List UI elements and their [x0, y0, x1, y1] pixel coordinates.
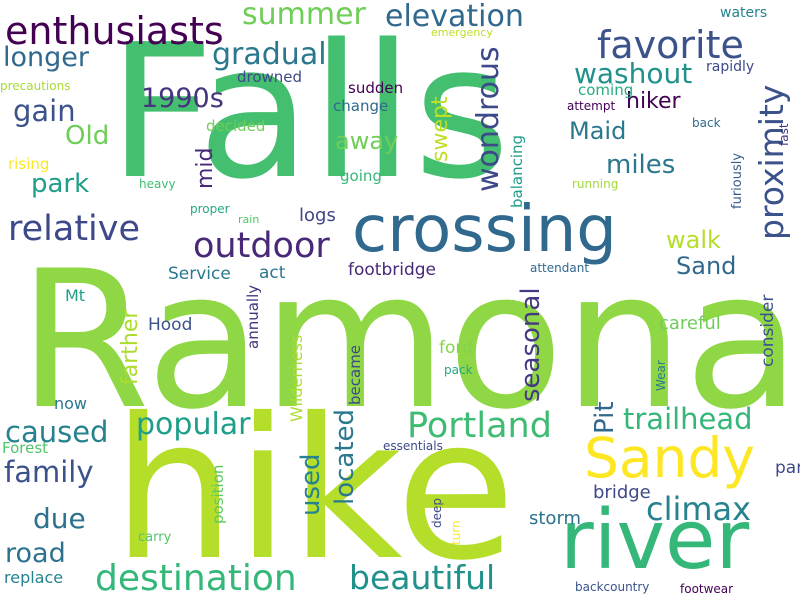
- word-wear: Wear: [654, 360, 668, 391]
- word-position: position: [209, 464, 227, 524]
- word-outdoor: outdoor: [193, 226, 330, 266]
- word-precautions: precautions: [0, 79, 71, 93]
- word-falls: Falls: [108, 4, 510, 220]
- word-maid: Maid: [569, 117, 627, 145]
- word-emergency: emergency: [431, 26, 493, 39]
- word-now: now: [54, 394, 88, 413]
- word-part: part: [775, 458, 800, 478]
- word-carry: carry: [138, 530, 172, 545]
- word-storm: storm: [529, 508, 582, 529]
- word-seasonal: seasonal: [516, 287, 546, 402]
- word-footbridge: footbridge: [348, 260, 436, 280]
- word-careful: careful: [659, 313, 721, 334]
- word-climax: climax: [646, 490, 752, 528]
- word-drowned: drowned: [237, 68, 303, 86]
- word-balancing: balancing: [508, 134, 526, 208]
- word-elevation: elevation: [385, 0, 524, 34]
- word-replace: replace: [4, 568, 64, 587]
- word-road: road: [5, 538, 66, 569]
- word-proximity: proximity: [752, 84, 791, 240]
- word-wilderness: Wilderness: [287, 334, 306, 422]
- word-popular: popular: [136, 407, 251, 442]
- word-mid: mid: [193, 147, 218, 189]
- word-furiously: furiously: [730, 152, 745, 209]
- word-mt: Mt: [65, 286, 86, 305]
- word-logs: logs: [299, 205, 336, 226]
- word-sudden: sudden: [348, 79, 404, 97]
- word-crossing: crossing: [352, 193, 617, 267]
- word-heavy: heavy: [139, 177, 176, 191]
- word-deep: deep: [430, 498, 444, 528]
- word-sand: Sand: [676, 252, 737, 280]
- word-essentials: essentials: [383, 439, 443, 453]
- word-service: Service: [168, 264, 231, 284]
- word-swept: swept: [428, 96, 453, 162]
- word-enthusiasts: enthusiasts: [5, 9, 224, 53]
- word-used: used: [296, 453, 326, 516]
- word-relative: relative: [8, 209, 141, 249]
- word-consider: consider: [758, 294, 778, 367]
- word-backcountry: backcountry: [575, 580, 650, 594]
- word-attempt: attempt: [567, 99, 616, 113]
- word-rising: rising: [8, 155, 50, 173]
- word-gradual: gradual: [212, 37, 327, 72]
- word-waters: waters: [720, 5, 768, 21]
- word-turn: turn: [449, 520, 463, 545]
- word-footwear: footwear: [680, 582, 734, 596]
- word-ramona: Ramona: [18, 230, 800, 451]
- word-act: act: [259, 263, 286, 283]
- word-bridge: bridge: [593, 482, 651, 503]
- word-running: running: [572, 177, 619, 191]
- word-beautiful: beautiful: [349, 558, 496, 597]
- word-sandy: Sandy: [584, 426, 755, 490]
- word-rain: rain: [238, 213, 260, 226]
- word-walk: walk: [666, 226, 721, 254]
- word-coming: coming: [578, 81, 634, 99]
- word-portland: Portland: [407, 406, 552, 446]
- word-family: family: [4, 455, 94, 489]
- word-attendant: attendant: [530, 261, 590, 275]
- word-miles: miles: [606, 150, 676, 180]
- word-trailhead: trailhead: [623, 402, 753, 436]
- word-river: river: [560, 493, 750, 588]
- word-ford: ford: [439, 338, 473, 358]
- word-due: due: [33, 502, 86, 535]
- word-gain: gain: [13, 94, 76, 128]
- word-rapidly: rapidly: [706, 59, 755, 75]
- word-fast: fast: [777, 123, 791, 146]
- word-wondrous: wondrous: [471, 46, 506, 192]
- word-hike: hike: [112, 376, 516, 600]
- word-became: became: [346, 344, 364, 405]
- word-favorite: favorite: [597, 23, 744, 67]
- word-forest: Forest: [2, 439, 49, 457]
- word-away: away: [335, 127, 399, 155]
- word-pack: pack: [444, 363, 473, 377]
- word-pit: Pit: [590, 401, 620, 434]
- word-park: park: [31, 169, 90, 199]
- word-farther: farther: [118, 309, 143, 385]
- word-old: Old: [65, 121, 110, 151]
- word-destination: destination: [95, 558, 297, 599]
- word-longer: longer: [3, 42, 89, 73]
- word-hood: Hood: [148, 315, 193, 335]
- word-going: going: [340, 167, 382, 185]
- word-change: change: [333, 97, 389, 115]
- word-1990s: 1990s: [141, 83, 224, 114]
- word-proper: proper: [190, 202, 230, 216]
- word-back: back: [692, 116, 721, 130]
- word-annually: annually: [244, 284, 262, 349]
- word-hiker: hiker: [626, 89, 681, 114]
- word-located: located: [330, 408, 360, 505]
- word-decided: decided: [206, 117, 266, 135]
- word-caused: caused: [5, 415, 109, 449]
- word-summer: summer: [242, 0, 366, 32]
- word-washout: washout: [574, 57, 693, 90]
